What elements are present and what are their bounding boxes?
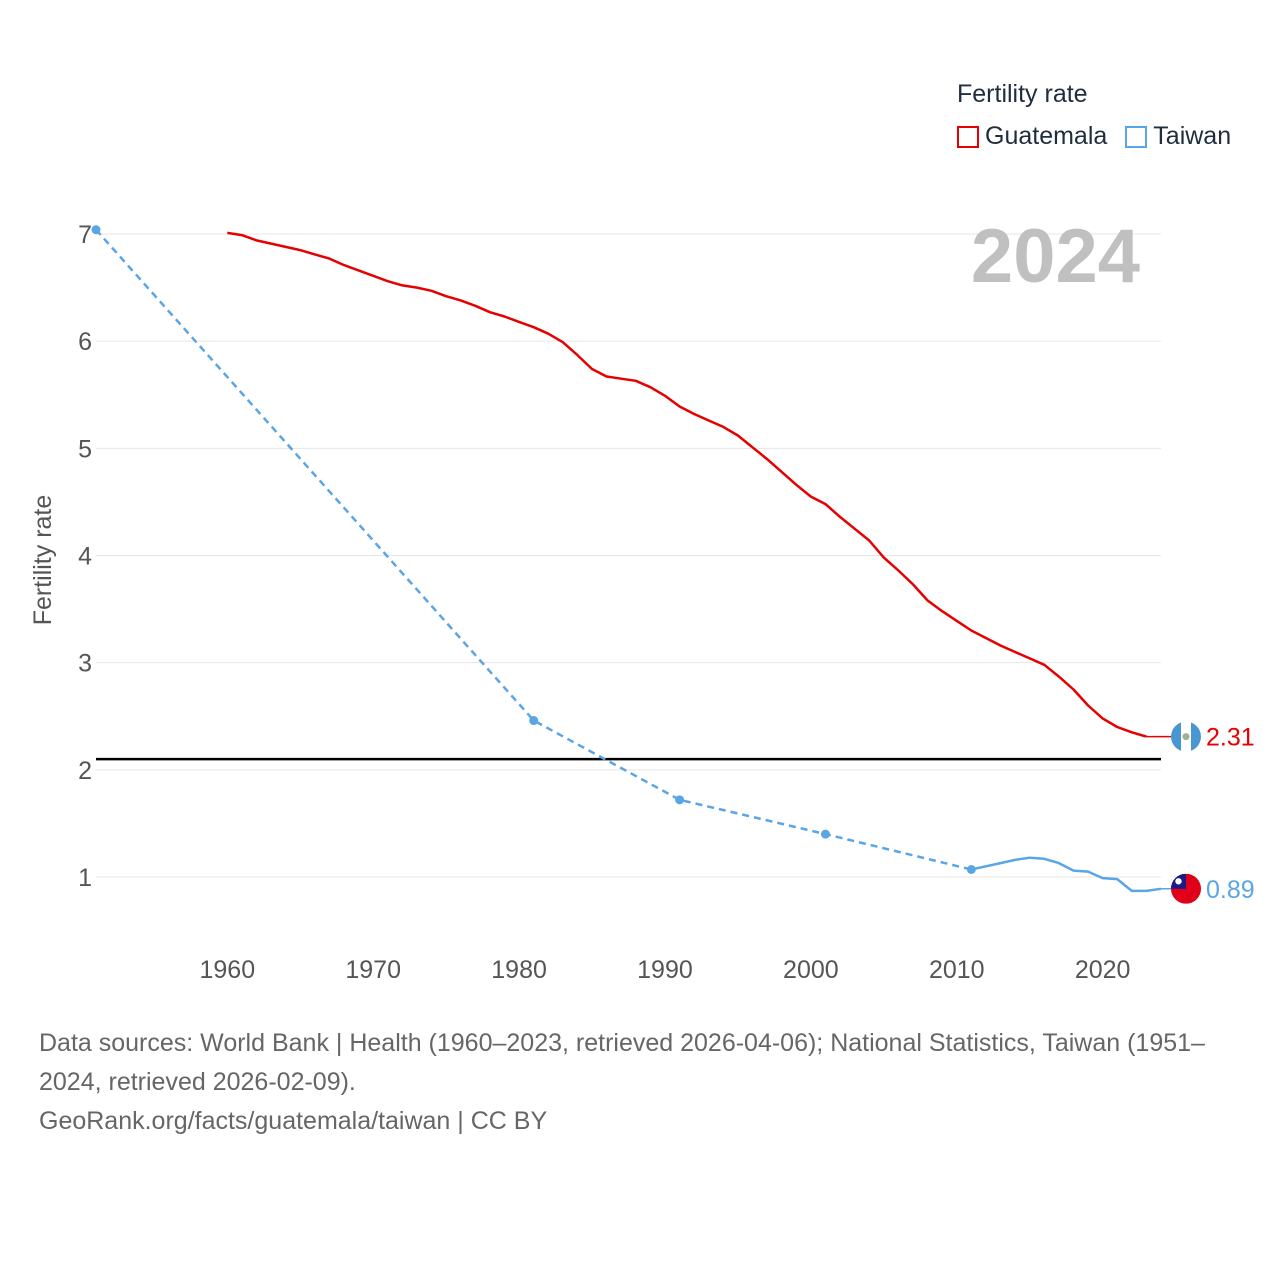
data-sources: Data sources: World Bank | Health (1960–… bbox=[39, 1029, 1205, 1096]
taiwan-line bbox=[971, 856, 1162, 893]
year-label: 2024 bbox=[971, 214, 1140, 299]
x-tick-label: 1990 bbox=[637, 956, 693, 984]
legend-item-taiwan[interactable]: Taiwan bbox=[1125, 122, 1231, 151]
y-tick-label: 2 bbox=[78, 757, 92, 785]
taiwan-marker bbox=[675, 795, 685, 805]
flag-emblem bbox=[1182, 733, 1190, 741]
x-axis-ticks: 1960 1970 1980 1990 2000 2010 2020 bbox=[199, 956, 1130, 984]
y-axis-ticks: 1 2 3 4 5 6 7 bbox=[78, 221, 92, 892]
taiwan-flag-icon bbox=[1171, 873, 1201, 904]
taiwan-marker bbox=[91, 225, 101, 235]
guatemala-flag-icon bbox=[1171, 721, 1201, 752]
taiwan-marker bbox=[529, 716, 539, 726]
y-tick-label: 3 bbox=[78, 650, 92, 678]
guatemala-line bbox=[227, 231, 1147, 738]
legend-swatch-taiwan bbox=[1125, 125, 1148, 148]
taiwan-marker bbox=[966, 864, 976, 874]
legend: Guatemala Taiwan bbox=[957, 122, 1249, 151]
taiwan-end-value: 0.89 bbox=[1206, 876, 1255, 904]
guatemala-end-value: 2.31 bbox=[1206, 724, 1255, 752]
x-tick-label: 2000 bbox=[783, 956, 839, 984]
flag-stripe bbox=[1191, 721, 1201, 752]
x-tick-label: 1970 bbox=[345, 956, 401, 984]
x-tick-label: 1960 bbox=[199, 956, 255, 984]
gridlines bbox=[96, 233, 1161, 878]
taiwan-line-dashed bbox=[95, 228, 972, 871]
taiwan-marker bbox=[820, 829, 830, 839]
x-tick-label: 2020 bbox=[1075, 956, 1131, 984]
series-lines bbox=[95, 228, 1186, 893]
x-tick-label: 1980 bbox=[491, 956, 547, 984]
y-tick-label: 5 bbox=[78, 435, 92, 463]
legend-title: Fertility rate bbox=[957, 80, 1088, 108]
x-tick-label: 2010 bbox=[929, 956, 985, 984]
footer: Data sources: World Bank | Health (1960–… bbox=[39, 1024, 1249, 1141]
y-tick-label: 6 bbox=[78, 328, 92, 356]
y-tick-label: 4 bbox=[78, 543, 92, 571]
legend-label-taiwan: Taiwan bbox=[1153, 122, 1232, 150]
source-link[interactable]: GeoRank.org/facts/guatemala/taiwan | CC … bbox=[39, 1107, 548, 1135]
series-markers bbox=[91, 225, 976, 874]
legend-swatch-guatemala bbox=[957, 125, 979, 148]
y-axis-label: Fertility rate bbox=[29, 495, 57, 626]
y-tick-label: 1 bbox=[78, 864, 92, 892]
legend-label-guatemala: Guatemala bbox=[985, 122, 1108, 150]
y-tick-label: 7 bbox=[78, 221, 92, 249]
flag-stripe bbox=[1171, 721, 1181, 752]
legend-item-guatemala[interactable]: Guatemala bbox=[957, 122, 1107, 151]
flag-sun bbox=[1175, 878, 1182, 885]
